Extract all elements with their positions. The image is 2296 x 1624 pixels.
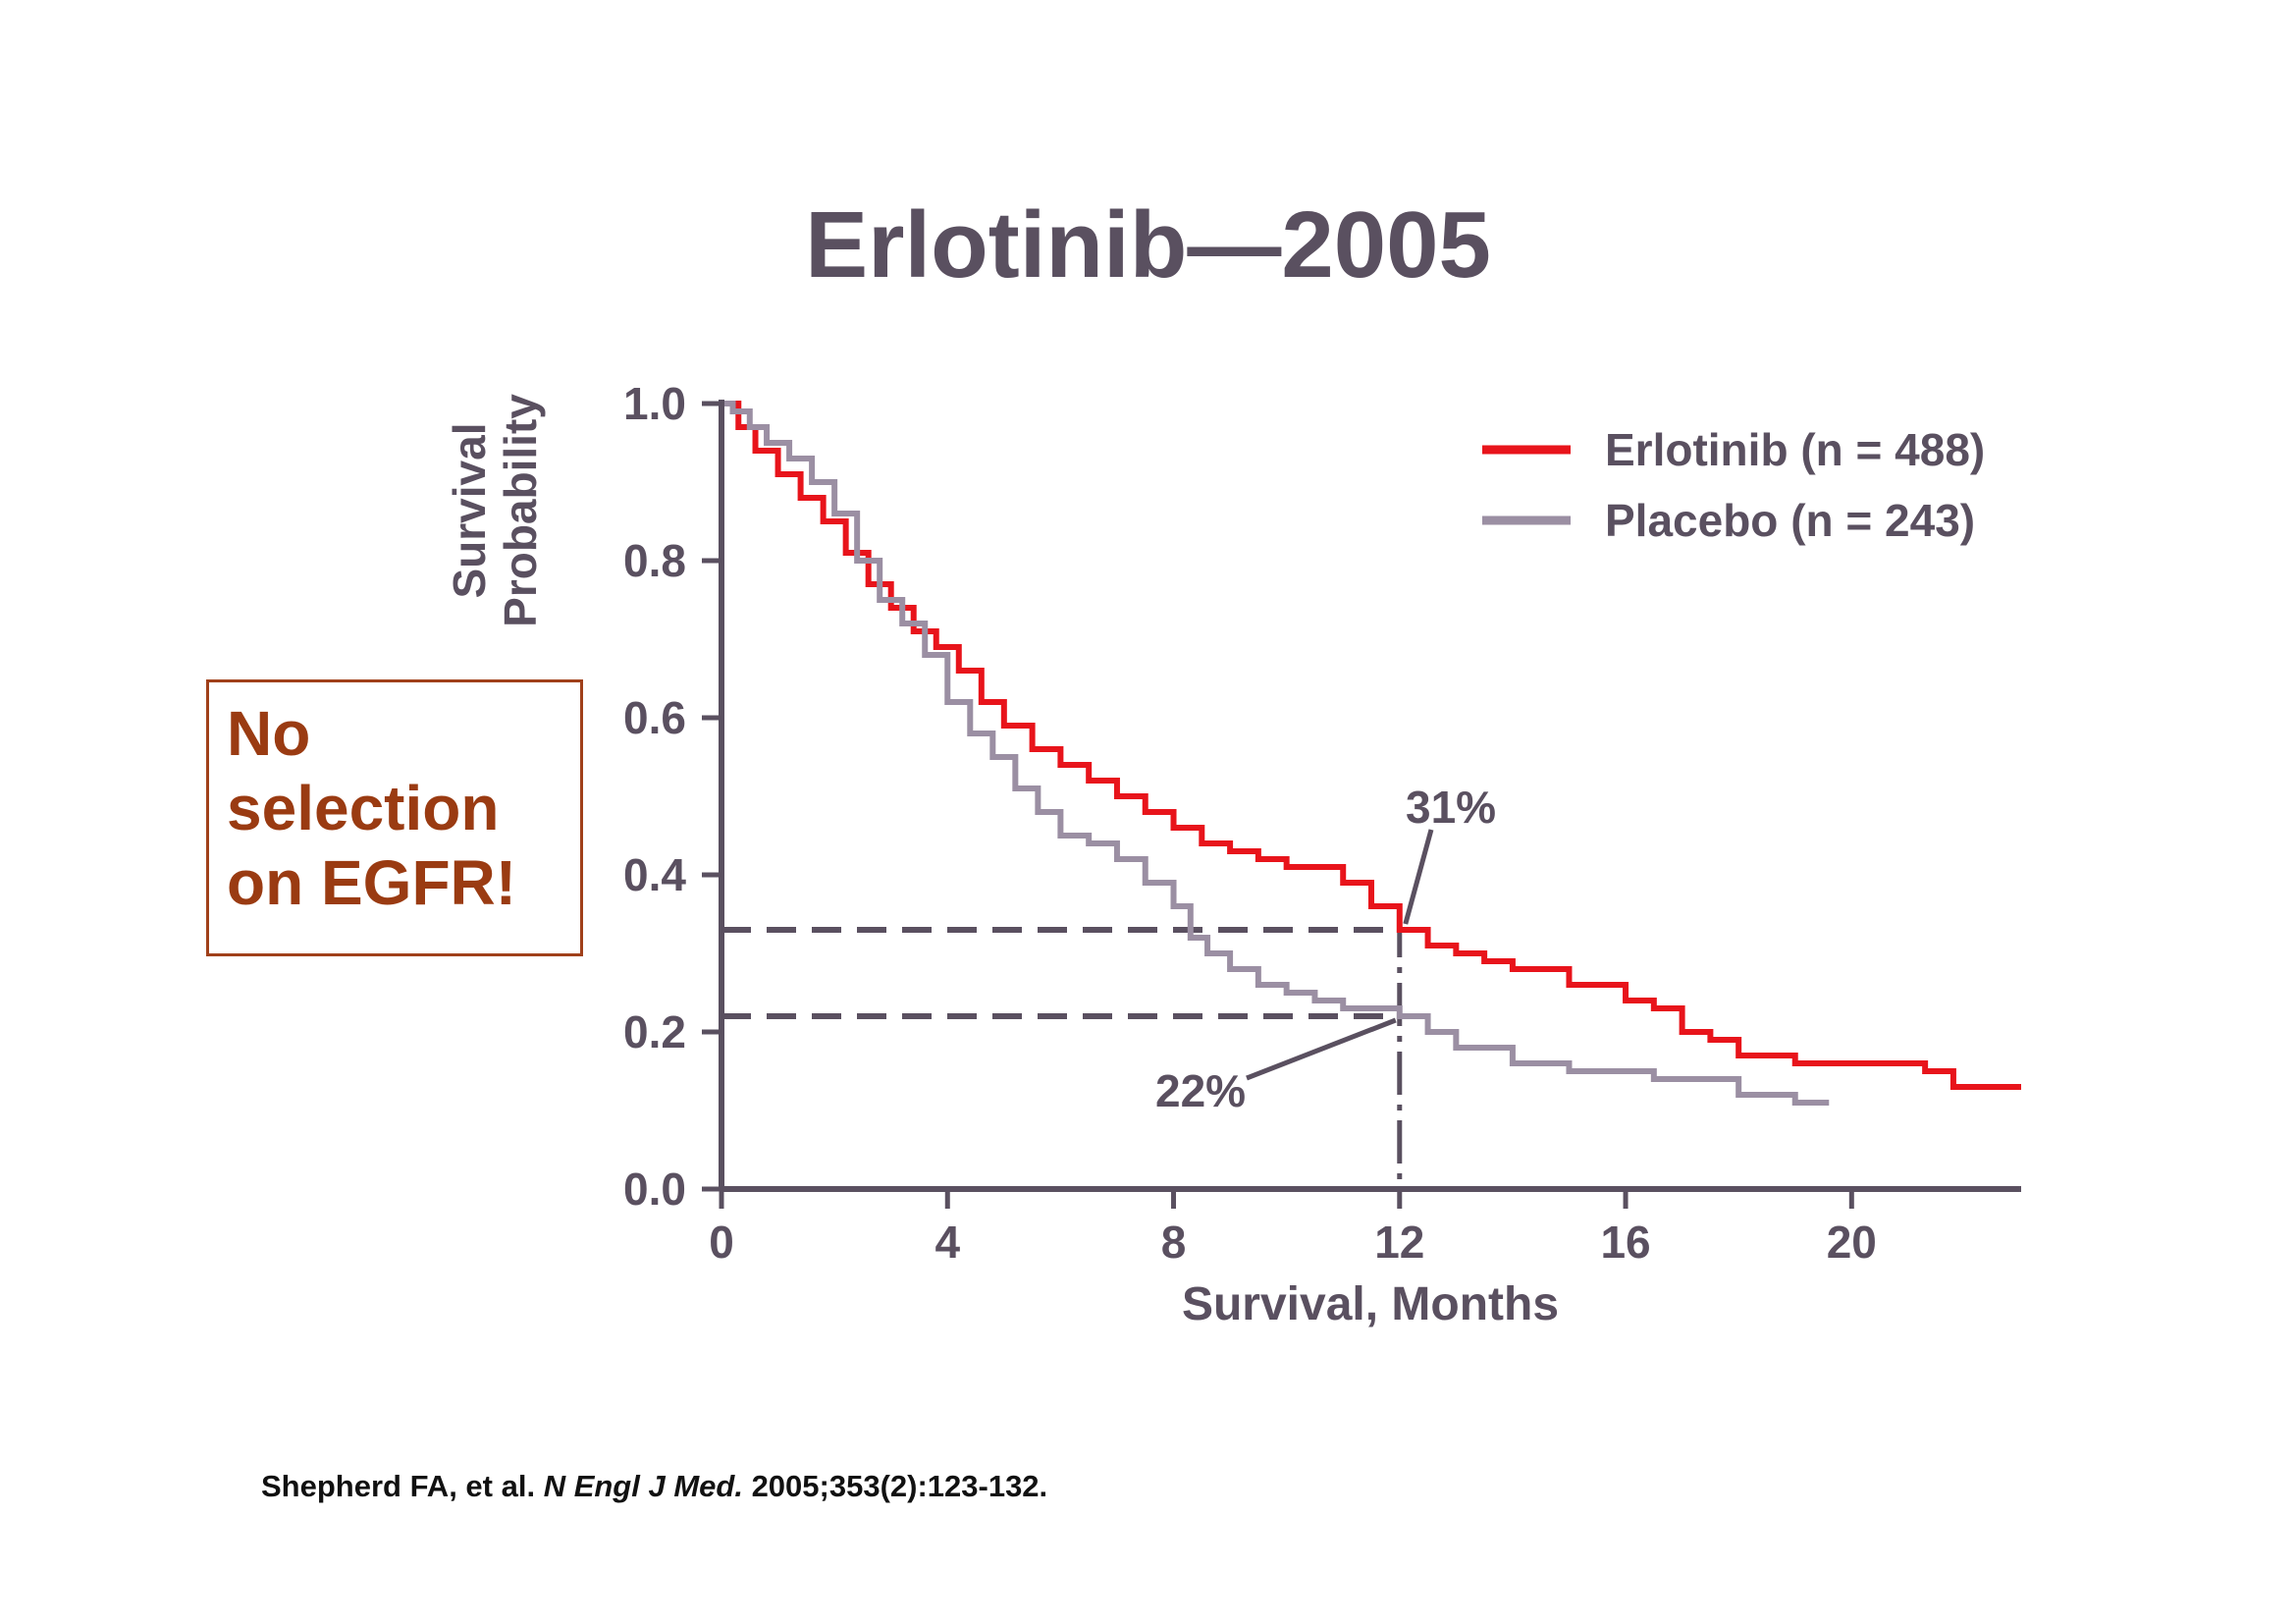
axis-labels: Survival, Months Survival Probability — [444, 394, 1559, 1330]
x-tick-label: 12 — [1374, 1217, 1424, 1268]
x-axis-label: Survival, Months — [1182, 1278, 1559, 1330]
y-tick-label: 0.8 — [623, 535, 686, 586]
x-tick-label: 0 — [709, 1217, 734, 1268]
legend: Erlotinib (n = 488) Placebo (n = 243) — [1482, 424, 1985, 546]
slide-title: Erlotinib—2005 — [805, 192, 1491, 298]
x-tick-label: 8 — [1161, 1217, 1187, 1268]
annotation-label-22: 22% — [1155, 1065, 1246, 1116]
survival-curves — [721, 401, 2021, 1106]
y-tick-label: 0.4 — [623, 849, 686, 900]
citation-authors: Shepherd FA, et al. — [261, 1469, 536, 1503]
annotation-leader-22 — [1246, 1017, 1397, 1081]
annotation-label-31: 31% — [1406, 782, 1496, 833]
y-tick-label: 1.0 — [623, 378, 686, 429]
x-tick-label: 20 — [1827, 1217, 1877, 1268]
annotation-leader-31 — [1403, 829, 1434, 925]
legend-label-placebo: Placebo (n = 243) — [1605, 495, 1975, 546]
annotations: 31% 22% — [1155, 782, 1496, 1116]
y-tick-label: 0.0 — [623, 1164, 686, 1215]
callout-line-3: on EGFR! — [227, 847, 517, 918]
reference-lines — [721, 914, 1403, 1189]
citation-journal: N Engl J Med. — [543, 1469, 743, 1503]
callout-line-1: No — [227, 698, 311, 769]
x-tick-label: 16 — [1600, 1217, 1650, 1268]
y-axis-label-line: Probability — [495, 394, 546, 627]
y-tick-label: 0.2 — [623, 1006, 686, 1057]
citation: Shepherd FA, et al. N Engl J Med. 2005;3… — [261, 1469, 1047, 1504]
legend-label-erlotinib: Erlotinib (n = 488) — [1605, 424, 1985, 475]
callout-line-2: selection — [227, 773, 500, 843]
y-tick-label: 0.6 — [623, 692, 686, 743]
x-tick-label: 4 — [934, 1217, 960, 1268]
y-axis-label-line: Survival — [444, 423, 495, 599]
citation-reference: 2005;353(2):123-132. — [751, 1469, 1048, 1503]
series-line-erlotinib — [721, 401, 2021, 1090]
series-line-placebo — [721, 401, 1830, 1106]
axes: 0 4 8 12 16 20 0.0 0.2 0.4 0.6 0.8 1.0 — [623, 378, 2021, 1268]
no-selection-callout: No selection on EGFR! — [206, 679, 583, 956]
